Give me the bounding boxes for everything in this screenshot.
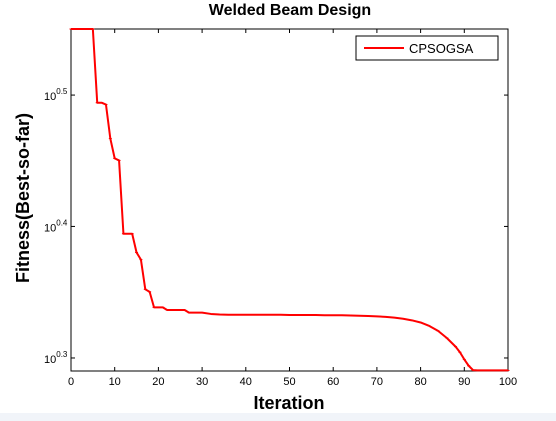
x-tick-label: 90 [458, 376, 470, 388]
x-axis-label: Iteration [253, 393, 324, 413]
x-tick-label: 30 [196, 376, 208, 388]
x-tick-label: 40 [240, 376, 252, 388]
window-bottom-strip [0, 413, 556, 421]
x-tick-label: 100 [499, 376, 517, 388]
legend-label-cpsogsa: CPSOGSA [409, 41, 474, 56]
x-tick-label: 20 [152, 376, 164, 388]
series-layer [69, 28, 510, 372]
x-tick-label: 10 [109, 376, 121, 388]
x-tick-label: 60 [327, 376, 339, 388]
x-axis: 0 10 20 30 40 50 60 70 80 90 100 [68, 29, 517, 388]
y-tick-label: 100.3 [44, 350, 68, 366]
y-axis-label: Fitness(Best-so-far) [13, 113, 33, 283]
plot-area [70, 28, 509, 372]
x-tick-label: 0 [68, 376, 74, 388]
y-tick-label: 100.5 [44, 87, 68, 103]
chart-title: Welded Beam Design [209, 2, 371, 19]
y-tick-label: 100.4 [44, 218, 68, 234]
y-axis: 100.3 100.4 100.5 [44, 87, 508, 366]
series-line-cpsogsa [71, 28, 508, 372]
x-tick-label: 50 [283, 376, 295, 388]
x-tick-label: 70 [371, 376, 383, 388]
legend: CPSOGSA [355, 35, 499, 61]
x-tick-label: 80 [414, 376, 426, 388]
